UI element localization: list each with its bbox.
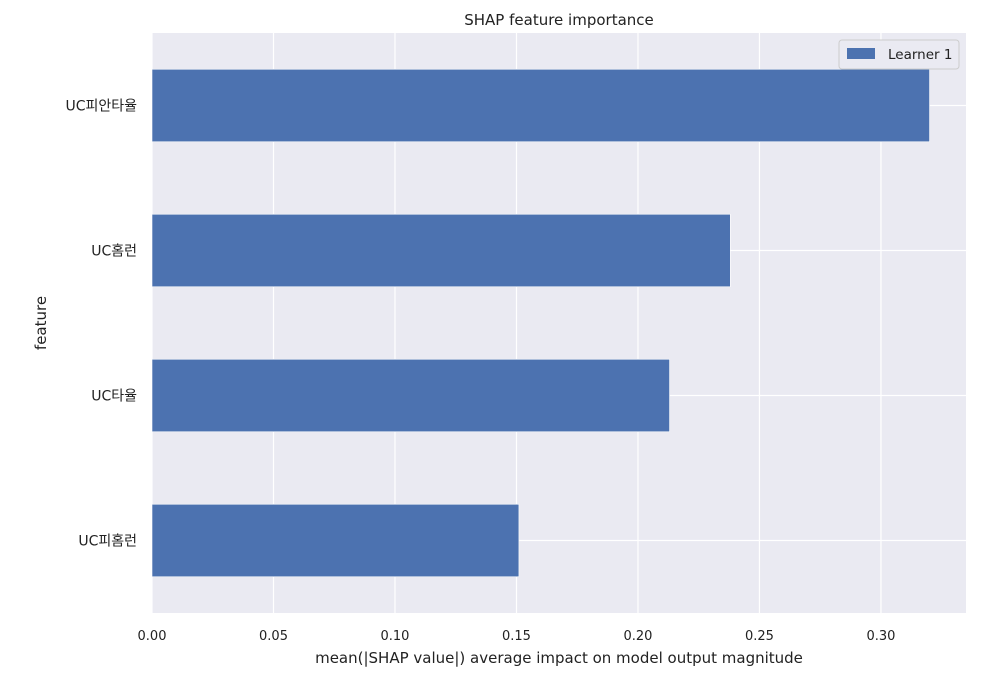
legend: Learner 1 <box>838 39 960 70</box>
x-tick-label: 0.20 <box>623 629 652 644</box>
y-axis-label: feature <box>32 296 50 350</box>
y-category-label: UC피안타율 <box>65 99 137 115</box>
bars <box>151 68 930 578</box>
y-category-label: UC타율 <box>91 389 137 405</box>
legend-box <box>838 39 960 70</box>
x-tick-label: 0.30 <box>866 629 895 644</box>
x-tick-label: 0.15 <box>502 629 531 644</box>
bar <box>151 213 731 288</box>
x-tick-label: 0.05 <box>259 629 288 644</box>
y-category-label: UC피홈런 <box>78 534 137 550</box>
legend-swatch <box>847 48 875 59</box>
bar <box>151 503 520 578</box>
y-category-label: UC홈런 <box>91 244 137 260</box>
x-tick-label: 0.10 <box>381 629 410 644</box>
bar <box>151 358 670 433</box>
legend-label: Learner 1 <box>888 47 952 63</box>
bar <box>151 68 930 143</box>
y-category-labels: UC피안타율 UC홈런 UC타율 UC피홈런 <box>65 99 137 550</box>
x-axis-label: mean(|SHAP value|) average impact on mod… <box>315 649 803 667</box>
x-tick-label: 0.25 <box>745 629 774 644</box>
x-tick-labels: 0.00 0.05 0.10 0.15 0.20 0.25 0.30 <box>138 629 896 644</box>
chart-title: SHAP feature importance <box>464 11 654 29</box>
x-tick-label: 0.00 <box>138 629 167 644</box>
